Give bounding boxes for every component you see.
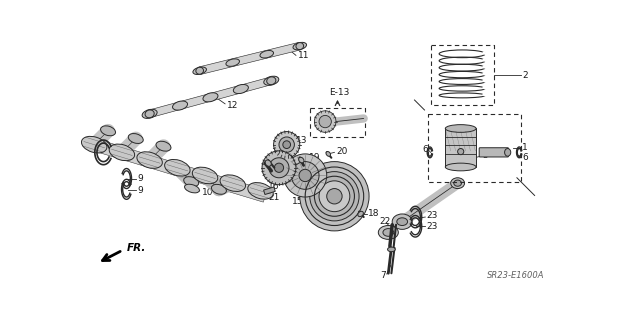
Ellipse shape (383, 228, 394, 236)
Ellipse shape (397, 218, 408, 226)
Bar (431, 44, 494, 105)
Text: 23: 23 (427, 222, 438, 231)
Ellipse shape (450, 178, 464, 188)
Bar (263, 187, 275, 195)
Polygon shape (149, 77, 272, 117)
Ellipse shape (248, 183, 273, 199)
Text: FR.: FR. (127, 243, 146, 253)
Ellipse shape (220, 175, 246, 191)
Ellipse shape (101, 126, 115, 136)
Text: 6: 6 (422, 145, 428, 154)
Text: 2: 2 (522, 71, 528, 80)
Ellipse shape (81, 136, 107, 153)
Ellipse shape (266, 77, 276, 85)
Ellipse shape (156, 141, 171, 151)
Text: 5: 5 (482, 151, 488, 160)
Ellipse shape (109, 144, 135, 161)
Circle shape (327, 188, 342, 204)
Text: E-13: E-13 (329, 88, 349, 97)
Text: 19: 19 (309, 153, 321, 162)
Text: 12: 12 (227, 101, 238, 110)
Polygon shape (198, 42, 301, 75)
FancyBboxPatch shape (445, 129, 476, 167)
Ellipse shape (358, 211, 364, 217)
Circle shape (262, 151, 296, 185)
Ellipse shape (392, 214, 412, 229)
Ellipse shape (505, 148, 511, 156)
Ellipse shape (445, 124, 476, 132)
Text: 22: 22 (379, 217, 391, 226)
Text: 17: 17 (324, 210, 335, 219)
Ellipse shape (293, 42, 307, 50)
Circle shape (319, 181, 350, 212)
Circle shape (299, 169, 311, 182)
Ellipse shape (142, 109, 157, 118)
Text: 7: 7 (381, 271, 386, 280)
Text: 15: 15 (292, 197, 304, 206)
Ellipse shape (192, 167, 218, 184)
Circle shape (269, 158, 289, 178)
Text: 3: 3 (114, 148, 120, 157)
Ellipse shape (299, 157, 304, 163)
Circle shape (314, 111, 336, 132)
Ellipse shape (454, 180, 461, 186)
Ellipse shape (233, 84, 248, 93)
Ellipse shape (378, 226, 398, 239)
Ellipse shape (457, 148, 464, 155)
Ellipse shape (226, 59, 239, 66)
Text: 13: 13 (296, 136, 307, 145)
Ellipse shape (264, 76, 279, 85)
Ellipse shape (260, 51, 273, 58)
Ellipse shape (326, 151, 331, 156)
Text: 10: 10 (202, 188, 214, 197)
Circle shape (274, 163, 284, 172)
Ellipse shape (203, 93, 218, 102)
Ellipse shape (196, 67, 203, 74)
Circle shape (310, 172, 359, 221)
Ellipse shape (173, 101, 188, 110)
Ellipse shape (137, 152, 163, 168)
Text: 16: 16 (268, 182, 280, 191)
Polygon shape (93, 139, 267, 202)
Ellipse shape (185, 184, 200, 193)
Ellipse shape (164, 159, 190, 176)
Ellipse shape (145, 110, 154, 118)
Ellipse shape (184, 177, 198, 187)
FancyBboxPatch shape (479, 148, 508, 157)
Text: 11: 11 (298, 51, 310, 60)
Ellipse shape (445, 163, 476, 171)
Text: 18: 18 (369, 210, 380, 219)
Text: 9: 9 (137, 186, 143, 195)
Circle shape (279, 137, 294, 152)
Ellipse shape (212, 184, 226, 194)
Text: 20: 20 (336, 147, 347, 156)
Ellipse shape (129, 133, 143, 143)
Text: 21: 21 (268, 193, 280, 202)
Circle shape (273, 132, 300, 158)
Text: 6: 6 (522, 153, 528, 162)
Bar (310, 108, 365, 137)
Text: 9: 9 (137, 174, 143, 183)
Ellipse shape (387, 247, 395, 252)
Ellipse shape (296, 43, 304, 50)
Circle shape (284, 154, 327, 197)
Circle shape (300, 162, 369, 231)
Circle shape (319, 116, 331, 128)
Ellipse shape (193, 67, 207, 75)
Text: 8: 8 (381, 228, 386, 237)
Circle shape (291, 162, 319, 189)
Circle shape (283, 141, 290, 148)
Text: 1: 1 (522, 143, 528, 152)
Text: 14: 14 (277, 156, 289, 164)
Text: 23: 23 (427, 211, 438, 220)
Ellipse shape (265, 160, 272, 166)
Text: SR23-E1600A: SR23-E1600A (486, 271, 544, 280)
Bar (428, 114, 521, 182)
